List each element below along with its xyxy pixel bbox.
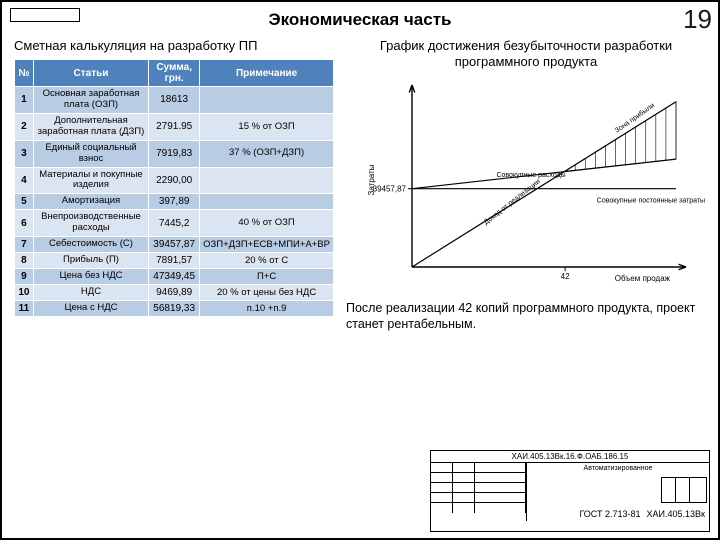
table-row: 4Материалы и покупные изделия2290,00 bbox=[15, 167, 334, 194]
cell-note: ОЗП+ДЗП+ЕСВ+МПИ+А+ВР bbox=[200, 237, 334, 253]
right-column: График достижения безубыточности разрабо… bbox=[346, 38, 706, 332]
cell-sum: 9469,89 bbox=[149, 285, 200, 301]
svg-text:Совокупные постоянные затраты: Совокупные постоянные затраты bbox=[597, 198, 705, 205]
cell-n: 7 bbox=[15, 237, 34, 253]
break-even-chart: Зона прибыли4239457,87Объем продажЗатрат… bbox=[346, 75, 706, 295]
title-block-desc: Автоматизированное bbox=[531, 465, 705, 472]
two-column-layout: Сметная калькуляция на разработку ПП № С… bbox=[10, 38, 710, 332]
cell-note bbox=[200, 87, 334, 114]
cell-art: Прибыль (П) bbox=[33, 253, 148, 269]
gost-label: ГОСТ 2.713-81 ХАИ.405.13Вк bbox=[579, 509, 705, 519]
top-left-stamp bbox=[10, 8, 80, 22]
cell-art: Амортизация bbox=[33, 194, 148, 210]
cell-sum: 2791.95 bbox=[149, 113, 200, 140]
table-row: 11Цена с НДС56819,33п.10 +п.9 bbox=[15, 301, 334, 317]
cost-table: № Статьи Сумма, грн. Примечание 1Основна… bbox=[14, 59, 334, 317]
cell-note bbox=[200, 194, 334, 210]
cell-sum: 2290,00 bbox=[149, 167, 200, 194]
col-header-sum: Сумма, грн. bbox=[149, 60, 200, 87]
cell-sum: 397,89 bbox=[149, 194, 200, 210]
cell-sum: 39457,87 bbox=[149, 237, 200, 253]
table-row: 2Дополнительная заработная плата (ДЗП)27… bbox=[15, 113, 334, 140]
cell-art: Единый социальный взнос bbox=[33, 140, 148, 167]
table-subtitle: Сметная калькуляция на разработку ПП bbox=[14, 38, 334, 53]
cell-sum: 7445,2 bbox=[149, 210, 200, 237]
cell-note: п.10 +п.9 bbox=[200, 301, 334, 317]
svg-text:Затраты: Затраты bbox=[367, 164, 376, 195]
table-row: 10НДС9469,8920 % от цены без НДС bbox=[15, 285, 334, 301]
table-row: 5Амортизация397,89 bbox=[15, 194, 334, 210]
cell-n: 6 bbox=[15, 210, 34, 237]
cell-art: Дополнительная заработная плата (ДЗП) bbox=[33, 113, 148, 140]
cell-n: 10 bbox=[15, 285, 34, 301]
cell-n: 8 bbox=[15, 253, 34, 269]
cell-art: Цена с НДС bbox=[33, 301, 148, 317]
cell-note: 20 % от С bbox=[200, 253, 334, 269]
cell-art: Цена без НДС bbox=[33, 269, 148, 285]
cell-note: 20 % от цены без НДС bbox=[200, 285, 334, 301]
cell-sum: 7891,57 bbox=[149, 253, 200, 269]
svg-text:Доход от реализации: Доход от реализации bbox=[483, 178, 542, 226]
col-header-note: Примечание bbox=[200, 60, 334, 87]
table-row: 6Внепроизводственные расходы7445,240 % о… bbox=[15, 210, 334, 237]
cell-sum: 56819,33 bbox=[149, 301, 200, 317]
cell-art: Внепроизводственные расходы bbox=[33, 210, 148, 237]
svg-text:39457,87: 39457,87 bbox=[373, 185, 407, 194]
cell-n: 1 bbox=[15, 87, 34, 114]
table-row: 7Себестоимость (С)39457,87ОЗП+ДЗП+ЕСВ+МП… bbox=[15, 237, 334, 253]
table-row: 1Основная заработная плата (ОЗП)18613 bbox=[15, 87, 334, 114]
table-row: 3Единый социальный взнос7919,8337 % (ОЗП… bbox=[15, 140, 334, 167]
col-header-art: Статьи bbox=[33, 60, 148, 87]
cell-n: 11 bbox=[15, 301, 34, 317]
left-column: Сметная калькуляция на разработку ПП № С… bbox=[14, 38, 334, 332]
cell-sum: 18613 bbox=[149, 87, 200, 114]
chart-subtitle: График достижения безубыточности разрабо… bbox=[346, 38, 706, 69]
cell-art: Материалы и покупные изделия bbox=[33, 167, 148, 194]
cell-n: 2 bbox=[15, 113, 34, 140]
cell-note: П+С bbox=[200, 269, 334, 285]
page-root: 19 Экономическая часть Сметная калькуляц… bbox=[2, 2, 718, 538]
cell-n: 9 bbox=[15, 269, 34, 285]
drawing-title-block: ХАИ.405.13Вк.16.Ф.ОАБ.186.15 Автоматизир… bbox=[430, 450, 710, 532]
cell-note: 40 % от ОЗП bbox=[200, 210, 334, 237]
cell-art: НДС bbox=[33, 285, 148, 301]
table-header-row: № Статьи Сумма, грн. Примечание bbox=[15, 60, 334, 87]
page-number: 19 bbox=[683, 4, 712, 35]
cell-note: 15 % от ОЗП bbox=[200, 113, 334, 140]
title-block-code: ХАИ.405.13Вк.16.Ф.ОАБ.186.15 bbox=[431, 451, 709, 463]
cell-note: 37 % (ОЗП+ДЗП) bbox=[200, 140, 334, 167]
cell-art: Основная заработная плата (ОЗП) bbox=[33, 87, 148, 114]
table-row: 9Цена без НДС47349,45П+С bbox=[15, 269, 334, 285]
page-title: Экономическая часть bbox=[10, 10, 710, 30]
svg-text:Объем продаж: Объем продаж bbox=[615, 274, 671, 283]
cell-art: Себестоимость (С) bbox=[33, 237, 148, 253]
svg-text:42: 42 bbox=[561, 272, 570, 281]
cell-note bbox=[200, 167, 334, 194]
chart-caption: После реализации 42 копий программного п… bbox=[346, 301, 706, 332]
cell-n: 5 bbox=[15, 194, 34, 210]
cell-n: 4 bbox=[15, 167, 34, 194]
cell-n: 3 bbox=[15, 140, 34, 167]
cell-sum: 7919,83 bbox=[149, 140, 200, 167]
table-row: 8Прибыль (П)7891,5720 % от С bbox=[15, 253, 334, 269]
cell-sum: 47349,45 bbox=[149, 269, 200, 285]
svg-text:Совокупные расходы: Совокупные расходы bbox=[496, 172, 565, 179]
col-header-n: № bbox=[15, 60, 34, 87]
